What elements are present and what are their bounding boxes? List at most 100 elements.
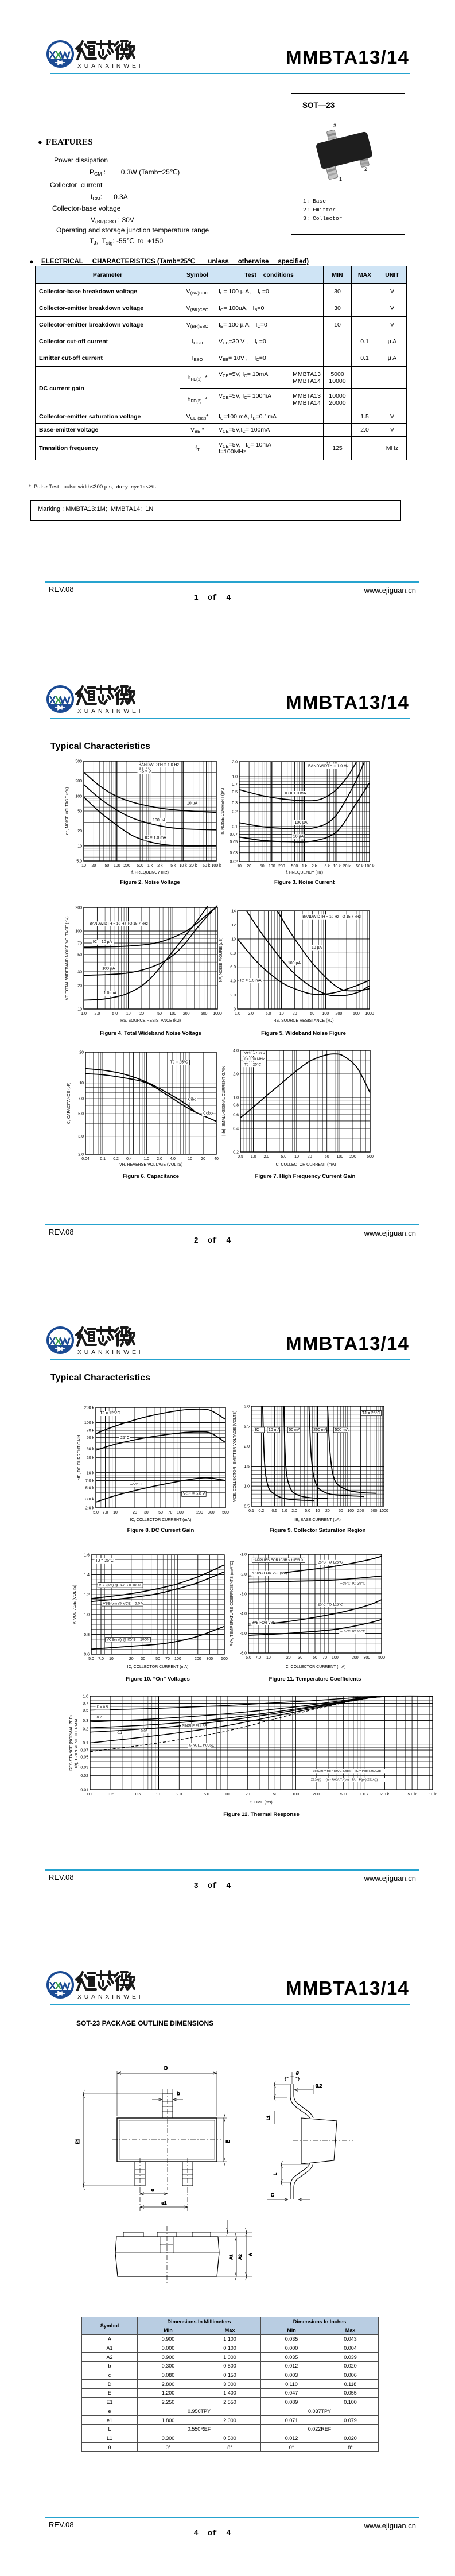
- svg-text:1.0: 1.0: [282, 1509, 287, 1513]
- svg-text:10 k: 10 k: [87, 1471, 95, 1475]
- svg-text:10: 10: [237, 864, 242, 868]
- svg-text:f = 100 MHz: f = 100 MHz: [244, 1057, 265, 1061]
- svg-text:0.07: 0.07: [230, 833, 238, 837]
- svg-text:70 k: 70 k: [87, 1429, 95, 1433]
- svg-text:100: 100: [177, 1511, 184, 1515]
- svg-text:20: 20: [79, 1051, 84, 1055]
- svg-text:250 mA: 250 mA: [313, 1428, 327, 1432]
- svg-text:10: 10: [225, 1793, 230, 1797]
- svg-text:Cibo: Cibo: [188, 1098, 197, 1102]
- svg-text:1.5: 1.5: [244, 1465, 250, 1469]
- svg-text:10: 10: [231, 937, 236, 941]
- svg-text:2.0: 2.0: [78, 1153, 84, 1157]
- svg-text:0.02: 0.02: [230, 860, 238, 864]
- svg-text:Figure 3. Noise Current: Figure 3. Noise Current: [274, 879, 335, 886]
- svg-text:1.6: 1.6: [84, 1554, 90, 1558]
- svg-text:1.2: 1.2: [84, 1593, 90, 1597]
- svg-text:-5.0: -5.0: [240, 1632, 247, 1636]
- svg-text:500: 500: [367, 1155, 374, 1159]
- svg-text:X: X: [49, 1336, 56, 1347]
- svg-text:0.5: 0.5: [238, 1155, 243, 1159]
- svg-text:500: 500: [75, 760, 82, 764]
- svg-text:Figure 4. Total Wideband Noise: Figure 4. Total Wideband Noise Voltage: [100, 1030, 201, 1037]
- svg-text:5.0: 5.0: [266, 1012, 271, 1016]
- svg-text:RθV, TEMPERATURE COEFFICIENTS: RθV, TEMPERATURE COEFFICIENTS (mV/°C): [230, 1561, 234, 1646]
- svg-text:10 µA: 10 µA: [293, 835, 304, 839]
- svg-text:2.0: 2.0: [230, 994, 236, 998]
- svg-text:25°C: 25°C: [120, 1436, 130, 1440]
- svg-text:10: 10: [294, 1155, 299, 1159]
- svg-text:VBE(sat) @ IC/IB = 1000: VBE(sat) @ IC/IB = 1000: [99, 1584, 141, 1588]
- svg-text:500 mA: 500 mA: [335, 1428, 348, 1432]
- svg-text:50 k: 50 k: [203, 864, 211, 868]
- svg-text:1.0: 1.0: [84, 1613, 90, 1617]
- svg-text:BANDWIDTH = 10 Hz TO 15.7 kHz: BANDWIDTH = 10 Hz TO 15.7 kHz: [302, 915, 361, 919]
- svg-text:10 k: 10 k: [429, 1793, 437, 1797]
- svg-text:BANDWIDTH = 10 Hz TO 15.7 kHz: BANDWIDTH = 10 Hz TO 15.7 kHz: [90, 922, 148, 926]
- svg-text:1.0: 1.0: [143, 1157, 149, 1161]
- svg-text:L: L: [273, 2173, 278, 2175]
- svg-text:200: 200: [336, 1012, 343, 1016]
- svg-text:20: 20: [308, 1155, 312, 1159]
- svg-text:X: X: [49, 1980, 56, 1992]
- svg-text:200: 200: [349, 1155, 356, 1159]
- svg-text:e: e: [151, 2187, 154, 2193]
- svg-text:300: 300: [208, 1511, 215, 1515]
- svg-text:5.0: 5.0: [76, 860, 82, 864]
- svg-text:70: 70: [77, 942, 82, 946]
- svg-text:300: 300: [206, 1657, 213, 1661]
- svg-text:0.2: 0.2: [113, 1157, 119, 1161]
- svg-text:2: 2: [364, 166, 367, 172]
- svg-text:IC = 10 µA: IC = 10 µA: [93, 940, 112, 944]
- svg-text:A2: A2: [238, 2254, 243, 2259]
- svg-text:VCE, COLLECTOR–EMITTER VOLTAGE: VCE, COLLECTOR–EMITTER VOLTAGE (VOLTS): [233, 1411, 237, 1502]
- svg-text:3.0: 3.0: [78, 1135, 84, 1139]
- svg-text:25°C TO 125°C: 25°C TO 125°C: [318, 1560, 343, 1565]
- svg-text:7.0: 7.0: [98, 1657, 104, 1661]
- svg-text:1.4: 1.4: [84, 1573, 90, 1577]
- svg-text:20: 20: [325, 1509, 330, 1513]
- svg-text:20: 20: [247, 864, 251, 868]
- svg-text:0.1: 0.1: [232, 825, 238, 829]
- svg-text:C: C: [271, 2193, 274, 2198]
- svg-text:30: 30: [298, 1656, 302, 1660]
- svg-text:100: 100: [336, 1155, 343, 1159]
- svg-text:5 k: 5 k: [325, 864, 330, 868]
- svg-text:Figure 2. Noise Voltage: Figure 2. Noise Voltage: [120, 879, 180, 886]
- svg-text:30: 30: [77, 971, 82, 975]
- svg-text:C, CAPACITANCE (pF): C, CAPACITANCE (pF): [67, 1083, 71, 1124]
- svg-text:10: 10: [279, 1012, 284, 1016]
- svg-text:0.2: 0.2: [108, 1793, 114, 1797]
- svg-text:A1: A1: [228, 2254, 234, 2259]
- svg-text:r(t), TRANSIENT THERMAL: r(t), TRANSIENT THERMAL: [75, 1718, 79, 1768]
- svg-text:0.5: 0.5: [272, 1509, 278, 1513]
- svg-text:0.05: 0.05: [80, 1756, 88, 1760]
- svg-text:100: 100: [347, 1509, 354, 1513]
- svg-text:5.0: 5.0: [281, 1155, 286, 1159]
- svg-text:10: 10: [316, 1509, 320, 1513]
- svg-text:0.4: 0.4: [126, 1157, 132, 1161]
- svg-text:E1: E1: [75, 2139, 80, 2144]
- svg-text:50: 50: [77, 810, 82, 814]
- svg-text:1.0: 1.0: [81, 1012, 87, 1016]
- svg-text:2.0: 2.0: [248, 1012, 254, 1016]
- svg-text:20: 20: [139, 1012, 144, 1016]
- svg-text:VBE(on) @ VCE = 5.0 V: VBE(on) @ VCE = 5.0 V: [103, 1602, 143, 1606]
- svg-text:10: 10: [79, 1081, 84, 1085]
- svg-text:IC = 1.0 mA: IC = 1.0 mA: [145, 836, 166, 840]
- svg-text:θVB FOR VBE: θVB FOR VBE: [252, 1621, 275, 1625]
- svg-text:30: 30: [144, 1511, 149, 1515]
- svg-text:100: 100: [169, 1012, 176, 1016]
- svg-text:VT, TOTAL WIDEBAND NOISE VOLTA: VT, TOTAL WIDEBAND NOISE VOLTAGE (nV): [65, 916, 69, 1000]
- svg-text:BANDWIDTH = 1.0 Hz: BANDWIDTH = 1.0 Hz: [308, 765, 349, 769]
- svg-text:0.5: 0.5: [83, 1709, 88, 1713]
- svg-text:TJ = 25°C: TJ = 25°C: [170, 1060, 188, 1065]
- svg-text:0.1: 0.1: [100, 1157, 106, 1161]
- svg-text:70: 70: [322, 1656, 327, 1660]
- svg-text:50: 50: [313, 1656, 317, 1660]
- svg-text:0.2: 0.2: [233, 1151, 239, 1155]
- svg-text:XUANXINWEI: XUANXINWEI: [77, 63, 143, 69]
- svg-text:7.0: 7.0: [78, 1097, 84, 1101]
- svg-text:50: 50: [260, 864, 265, 868]
- svg-text:100 µA: 100 µA: [288, 961, 301, 965]
